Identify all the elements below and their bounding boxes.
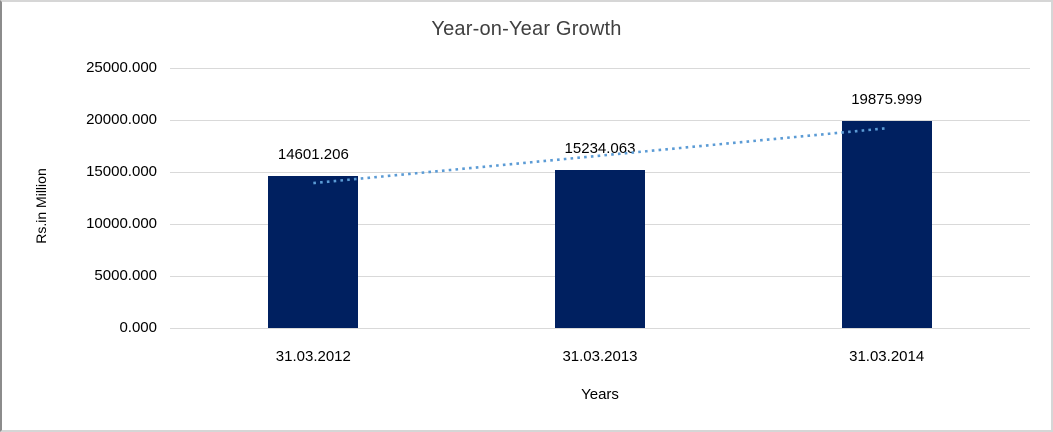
x-tick-label: 31.03.2013 <box>562 348 638 365</box>
x-axis-title: Years <box>581 386 619 403</box>
bar-value-label: 15234.063 <box>564 140 636 157</box>
chart-title: Year-on-Year Growth <box>431 18 622 40</box>
y-tick-label: 15000.000 <box>86 163 157 180</box>
x-tick-label: 31.03.2012 <box>275 348 351 365</box>
bar-31.03.2013 <box>555 170 645 328</box>
gridline <box>170 67 1030 69</box>
y-tick-label: 5000.000 <box>94 267 157 284</box>
gridline <box>170 119 1030 121</box>
bar-value-label: 19875.999 <box>851 91 923 108</box>
y-tick-label: 20000.000 <box>86 111 157 128</box>
y-tick-label: 25000.000 <box>86 59 157 76</box>
y-tick-label: 10000.000 <box>86 215 157 232</box>
plot-area: 14601.206 15234.063 19875.999 <box>170 67 1030 329</box>
bar-value-label: 14601.206 <box>277 146 349 163</box>
x-tick-label: 31.03.2014 <box>849 348 925 365</box>
y-tick-label: 0.000 <box>119 319 157 336</box>
bar-31.03.2014 <box>841 121 932 328</box>
gridline <box>170 327 1030 329</box>
y-axis-title: Rs.in Million <box>33 168 49 244</box>
bar-31.03.2012 <box>268 176 359 328</box>
